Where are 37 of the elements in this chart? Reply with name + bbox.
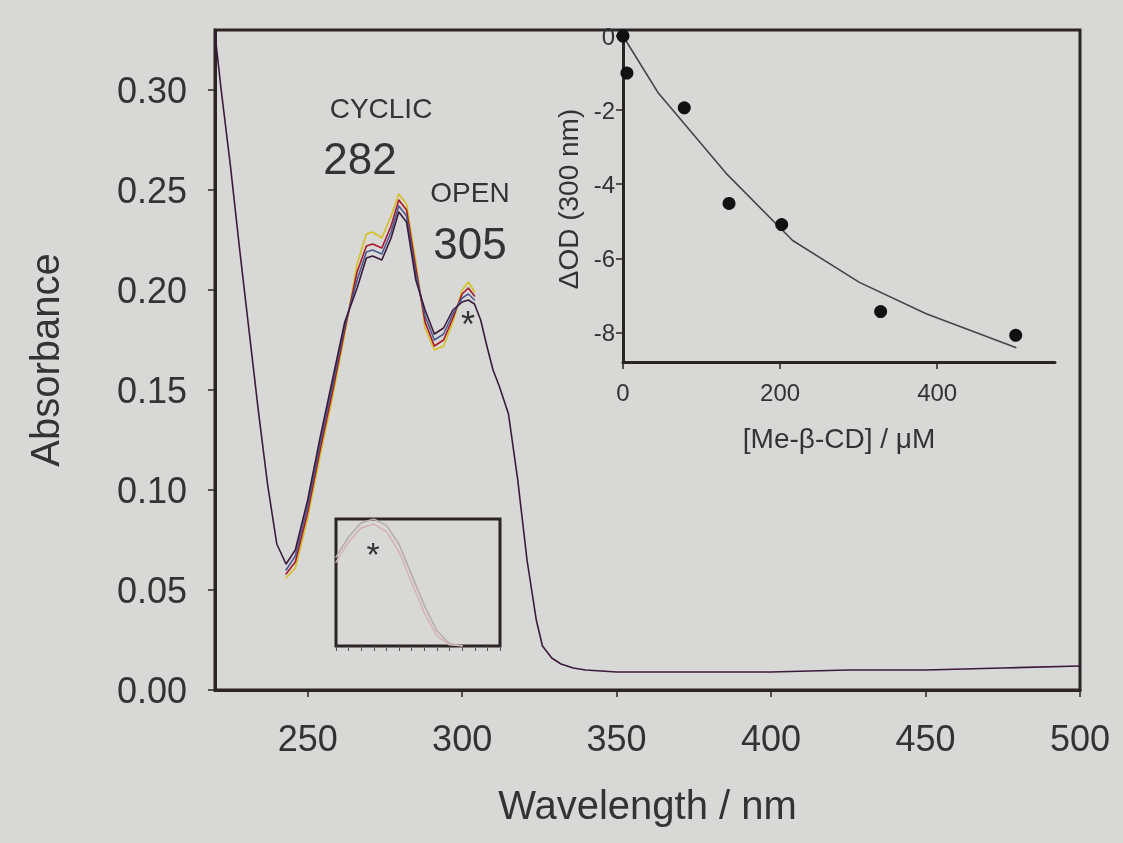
x-axis-title: [Me-β-CD] / μM xyxy=(742,422,936,454)
x-tick-label: 400 xyxy=(917,378,958,406)
x-tick-label: 500 xyxy=(1049,717,1111,759)
point xyxy=(616,29,630,43)
point xyxy=(722,196,736,210)
point xyxy=(620,66,634,80)
y-axis-title: ΔOD (300 nm) xyxy=(553,108,585,290)
y-axis-title: Absorbance xyxy=(23,253,67,467)
point xyxy=(677,101,691,115)
point xyxy=(775,218,789,232)
point xyxy=(874,305,888,319)
y-tick-label: -4 xyxy=(593,170,615,198)
x-tick-label: 450 xyxy=(895,717,956,759)
y-tick-label: 0.15 xyxy=(116,369,187,411)
y-tick-label: 0.30 xyxy=(116,69,187,111)
annotation: * xyxy=(460,303,476,345)
y-tick-label: 0.25 xyxy=(116,169,187,211)
y-tick-label: -6 xyxy=(593,244,615,272)
y-tick-label: 0.10 xyxy=(116,469,187,511)
annotation: 305 xyxy=(433,218,507,268)
point xyxy=(1009,328,1023,342)
y-tick-label: 0 xyxy=(601,22,615,50)
annotation: * xyxy=(366,535,380,573)
y-tick-label: 0.05 xyxy=(116,569,187,611)
y-tick-label: 0.20 xyxy=(116,269,187,311)
x-tick-label: 200 xyxy=(760,378,801,406)
annotation: 282 xyxy=(323,133,397,183)
y-tick-label: -2 xyxy=(593,96,615,124)
x-tick-label: 400 xyxy=(741,717,802,759)
y-tick-label: -8 xyxy=(593,318,615,346)
annotation: CYCLIC xyxy=(329,92,433,124)
annotation: OPEN xyxy=(430,176,510,208)
x-axis-title: Wavelength / nm xyxy=(498,783,797,827)
x-tick-label: 300 xyxy=(432,717,493,759)
x-tick-label: 350 xyxy=(586,717,647,759)
y-tick-label: 0.00 xyxy=(116,669,187,711)
x-tick-label: 250 xyxy=(277,717,338,759)
